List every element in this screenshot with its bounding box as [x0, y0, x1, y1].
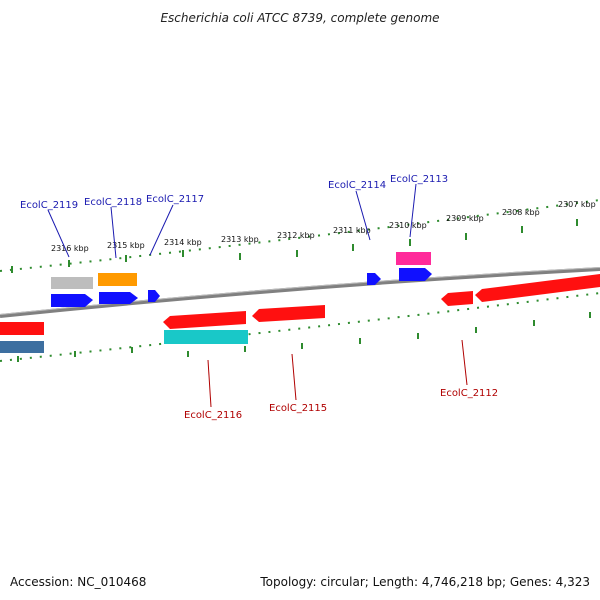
gene-label[interactable]: EcolC_2118 [84, 197, 142, 208]
gene-ecolc-2114[interactable] [367, 273, 381, 285]
topology-label: Topology: circular; Length: 4,746,218 bp… [259, 575, 590, 589]
label-leaders-top [47, 183, 417, 259]
gene-ecolc-2113[interactable] [396, 252, 431, 265]
gene-ecolc-2117[interactable] [148, 290, 160, 302]
gene-ecolc-2119[interactable] [51, 277, 93, 289]
inner-tick-ring [0, 292, 600, 362]
gene-ecolc-2115[interactable] [252, 305, 325, 322]
scale-label: 2310 kbp [389, 221, 427, 230]
scale-label: 2314 kbp [164, 238, 202, 247]
scale-label: 2315 kbp [107, 241, 145, 250]
scale-label: 2312 kbp [277, 231, 315, 240]
scale-labels: 2316 kbp 2315 kbp 2314 kbp 2313 kbp 2312… [51, 200, 596, 253]
label-leaders-bottom [207, 339, 468, 408]
scale-label: 2316 kbp [51, 244, 89, 253]
outer-tick-ring [0, 199, 600, 272]
inner-major-ticks [17, 312, 591, 362]
gene-label[interactable]: EcolC_2114 [328, 180, 386, 191]
gene-ecolc-2112-a[interactable] [441, 291, 473, 306]
scale-label: 2308 kbp [502, 208, 540, 217]
reverse-strand-genes [0, 274, 600, 353]
gene-label[interactable]: EcolC_2112 [440, 388, 498, 399]
gene-blue-arrow-1[interactable] [51, 294, 93, 307]
gene-blue-arrow-2[interactable] [99, 292, 138, 304]
gene-label[interactable]: EcolC_2113 [390, 174, 448, 185]
gene-label[interactable]: EcolC_2119 [20, 200, 78, 211]
scale-label: 2307 kbp [558, 200, 596, 209]
gene-ecolc-2116[interactable] [163, 311, 246, 329]
gene-blue-arrow-3[interactable] [399, 268, 432, 281]
gene-red-left[interactable] [0, 322, 44, 335]
gene-ecolc-2118[interactable] [98, 273, 137, 286]
accession-label: Accession: NC_010468 [10, 575, 146, 589]
gene-label[interactable]: EcolC_2115 [269, 403, 327, 414]
gene-ecolc-2116-cyan[interactable] [164, 330, 248, 344]
scale-label: 2309 kbp [446, 214, 484, 223]
genome-backbone [0, 267, 600, 318]
gene-label[interactable]: EcolC_2116 [184, 410, 242, 421]
map-title: Escherichia coli ATCC 8739, complete gen… [160, 11, 439, 25]
forward-strand-genes [51, 252, 432, 307]
gene-ecolc-2112-b[interactable] [475, 274, 600, 302]
gene-steel-left[interactable] [0, 341, 44, 353]
outer-major-ticks [11, 219, 578, 273]
gene-label[interactable]: EcolC_2117 [146, 194, 204, 205]
scale-label: 2313 kbp [221, 235, 259, 244]
scale-label: 2311 kbp [333, 226, 371, 235]
